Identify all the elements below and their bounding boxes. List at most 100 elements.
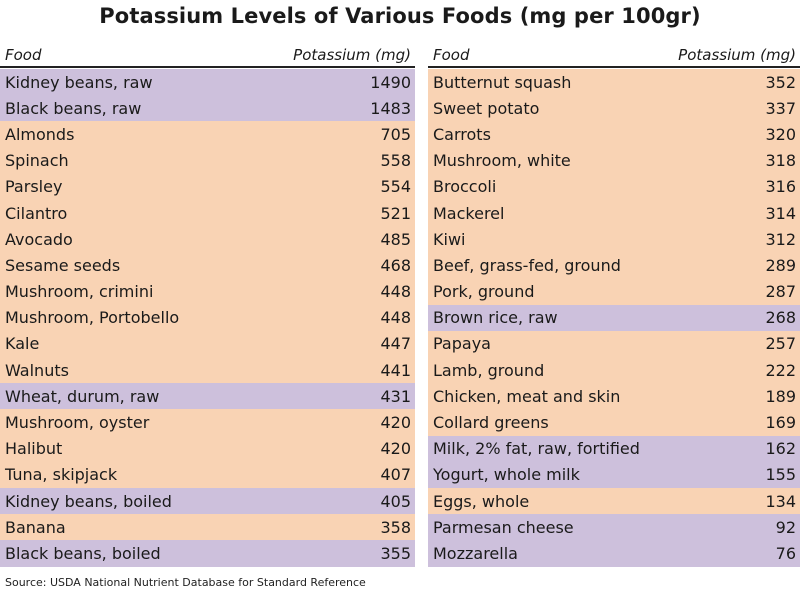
food-name-cell: Mackerel xyxy=(433,203,505,223)
food-name-cell: Chicken, meat and skin xyxy=(433,386,621,406)
table-row: Mushroom, Portobello 448 xyxy=(0,304,415,331)
table-row: Butternut squash 352 xyxy=(428,69,800,96)
right-table: Food Potassium (mg) Butternut squash 352 S… xyxy=(428,44,800,567)
food-name-cell: Spinach xyxy=(5,151,69,171)
food-name-cell: Walnuts xyxy=(5,360,69,380)
food-name-cell: Mushroom, oyster xyxy=(5,413,150,433)
table-row: Parsley 554 xyxy=(0,173,415,200)
food-name-cell: Kidney beans, boiled xyxy=(5,491,172,511)
source-note: Source: USDA National Nutrient Database … xyxy=(5,576,366,589)
food-name-cell: Kidney beans, raw xyxy=(5,72,153,92)
header-food: Food xyxy=(433,46,470,64)
potassium-value-cell: 355 xyxy=(380,543,411,563)
potassium-value-cell: 257 xyxy=(765,334,796,354)
potassium-value-cell: 155 xyxy=(765,465,796,485)
food-name-cell: Pork, ground xyxy=(433,282,535,302)
potassium-value-cell: 222 xyxy=(765,360,796,380)
food-name-cell: Kale xyxy=(5,334,40,354)
table-row: Avocado 485 xyxy=(0,226,415,253)
food-name-cell: Milk, 2% fat, raw, fortified xyxy=(433,439,640,459)
potassium-value-cell: 705 xyxy=(380,124,411,144)
potassium-value-cell: 316 xyxy=(765,177,796,197)
potassium-value-cell: 162 xyxy=(765,439,796,459)
table-row: Milk, 2% fat, raw, fortified 162 xyxy=(428,435,800,462)
potassium-value-cell: 268 xyxy=(765,308,796,328)
left-table: Food Potassium (mg) Kidney beans, raw 149… xyxy=(0,44,415,567)
table-row: Walnuts 441 xyxy=(0,357,415,384)
table-row: Lamb, ground 222 xyxy=(428,357,800,384)
potassium-value-cell: 521 xyxy=(380,203,411,223)
potassium-value-cell: 485 xyxy=(380,229,411,249)
header-food: Food xyxy=(5,46,42,64)
food-name-cell: Collard greens xyxy=(433,413,549,433)
table-row: Broccoli 316 xyxy=(428,173,800,200)
table-row: Kidney beans, raw 1490 xyxy=(0,69,415,96)
table-body: Kidney beans, raw 1490 Black beans, raw 148… xyxy=(0,69,415,567)
table-header: Food Potassium (mg) xyxy=(0,44,415,68)
potassium-value-cell: 92 xyxy=(775,517,796,537)
table-row: Black beans, boiled 355 xyxy=(0,540,415,567)
food-name-cell: Eggs, whole xyxy=(433,491,530,511)
table-row: Parmesan cheese 92 xyxy=(428,514,800,541)
table-row: Mozzarella 76 xyxy=(428,540,800,567)
food-name-cell: Sweet potato xyxy=(433,98,540,118)
table-header: Food Potassium (mg) xyxy=(428,44,800,68)
potassium-value-cell: 405 xyxy=(380,491,411,511)
table-row: Wheat, durum, raw 431 xyxy=(0,383,415,410)
potassium-value-cell: 352 xyxy=(765,72,796,92)
potassium-value-cell: 358 xyxy=(380,517,411,537)
table-row: Tuna, skipjack 407 xyxy=(0,461,415,488)
food-name-cell: Banana xyxy=(5,517,66,537)
table-row: Mushroom, oyster 420 xyxy=(0,409,415,436)
table-row: Chicken, meat and skin 189 xyxy=(428,383,800,410)
food-name-cell: Sesame seeds xyxy=(5,255,121,275)
food-name-cell: Almonds xyxy=(5,124,75,144)
food-name-cell: Butternut squash xyxy=(433,72,572,92)
table-row: Banana 358 xyxy=(0,514,415,541)
potassium-value-cell: 1490 xyxy=(370,72,411,92)
table-row: Pork, ground 287 xyxy=(428,278,800,305)
food-name-cell: Broccoli xyxy=(433,177,497,197)
food-name-cell: Black beans, raw xyxy=(5,98,142,118)
table-row: Kiwi 312 xyxy=(428,226,800,253)
table-row: Almonds 705 xyxy=(0,121,415,148)
table-row: Sesame seeds 468 xyxy=(0,252,415,279)
header-potassium: Potassium (mg) xyxy=(678,46,796,64)
food-name-cell: Avocado xyxy=(5,229,73,249)
potassium-value-cell: 468 xyxy=(380,255,411,275)
table-row: Mushroom, crimini 448 xyxy=(0,278,415,305)
table-row: Yogurt, whole milk 155 xyxy=(428,461,800,488)
food-name-cell: Carrots xyxy=(433,124,491,144)
food-name-cell: Lamb, ground xyxy=(433,360,545,380)
food-name-cell: Kiwi xyxy=(433,229,466,249)
potassium-value-cell: 448 xyxy=(380,308,411,328)
food-name-cell: Black beans, boiled xyxy=(5,543,161,563)
potassium-value-cell: 558 xyxy=(380,151,411,171)
food-name-cell: Parsley xyxy=(5,177,63,197)
potassium-value-cell: 76 xyxy=(775,543,796,563)
table-row: Spinach 558 xyxy=(0,147,415,174)
food-name-cell: Papaya xyxy=(433,334,491,354)
potassium-value-cell: 554 xyxy=(380,177,411,197)
food-name-cell: Halibut xyxy=(5,439,63,459)
potassium-value-cell: 420 xyxy=(380,413,411,433)
potassium-value-cell: 287 xyxy=(765,282,796,302)
potassium-value-cell: 189 xyxy=(765,386,796,406)
potassium-value-cell: 318 xyxy=(765,151,796,171)
food-name-cell: Mushroom, white xyxy=(433,151,571,171)
table-row: Brown rice, raw 268 xyxy=(428,304,800,331)
potassium-value-cell: 407 xyxy=(380,465,411,485)
potassium-value-cell: 448 xyxy=(380,282,411,302)
potassium-value-cell: 314 xyxy=(765,203,796,223)
table-row: Sweet potato 337 xyxy=(428,95,800,122)
potassium-value-cell: 134 xyxy=(765,491,796,511)
header-potassium: Potassium (mg) xyxy=(293,46,411,64)
table-row: Cilantro 521 xyxy=(0,199,415,227)
table-row: Carrots 320 xyxy=(428,121,800,148)
food-name-cell: Parmesan cheese xyxy=(433,517,574,537)
food-name-cell: Wheat, durum, raw xyxy=(5,386,160,406)
food-name-cell: Mozzarella xyxy=(433,543,518,563)
potassium-value-cell: 320 xyxy=(765,124,796,144)
table-row: Collard greens 169 xyxy=(428,409,800,436)
potassium-value-cell: 441 xyxy=(380,360,411,380)
